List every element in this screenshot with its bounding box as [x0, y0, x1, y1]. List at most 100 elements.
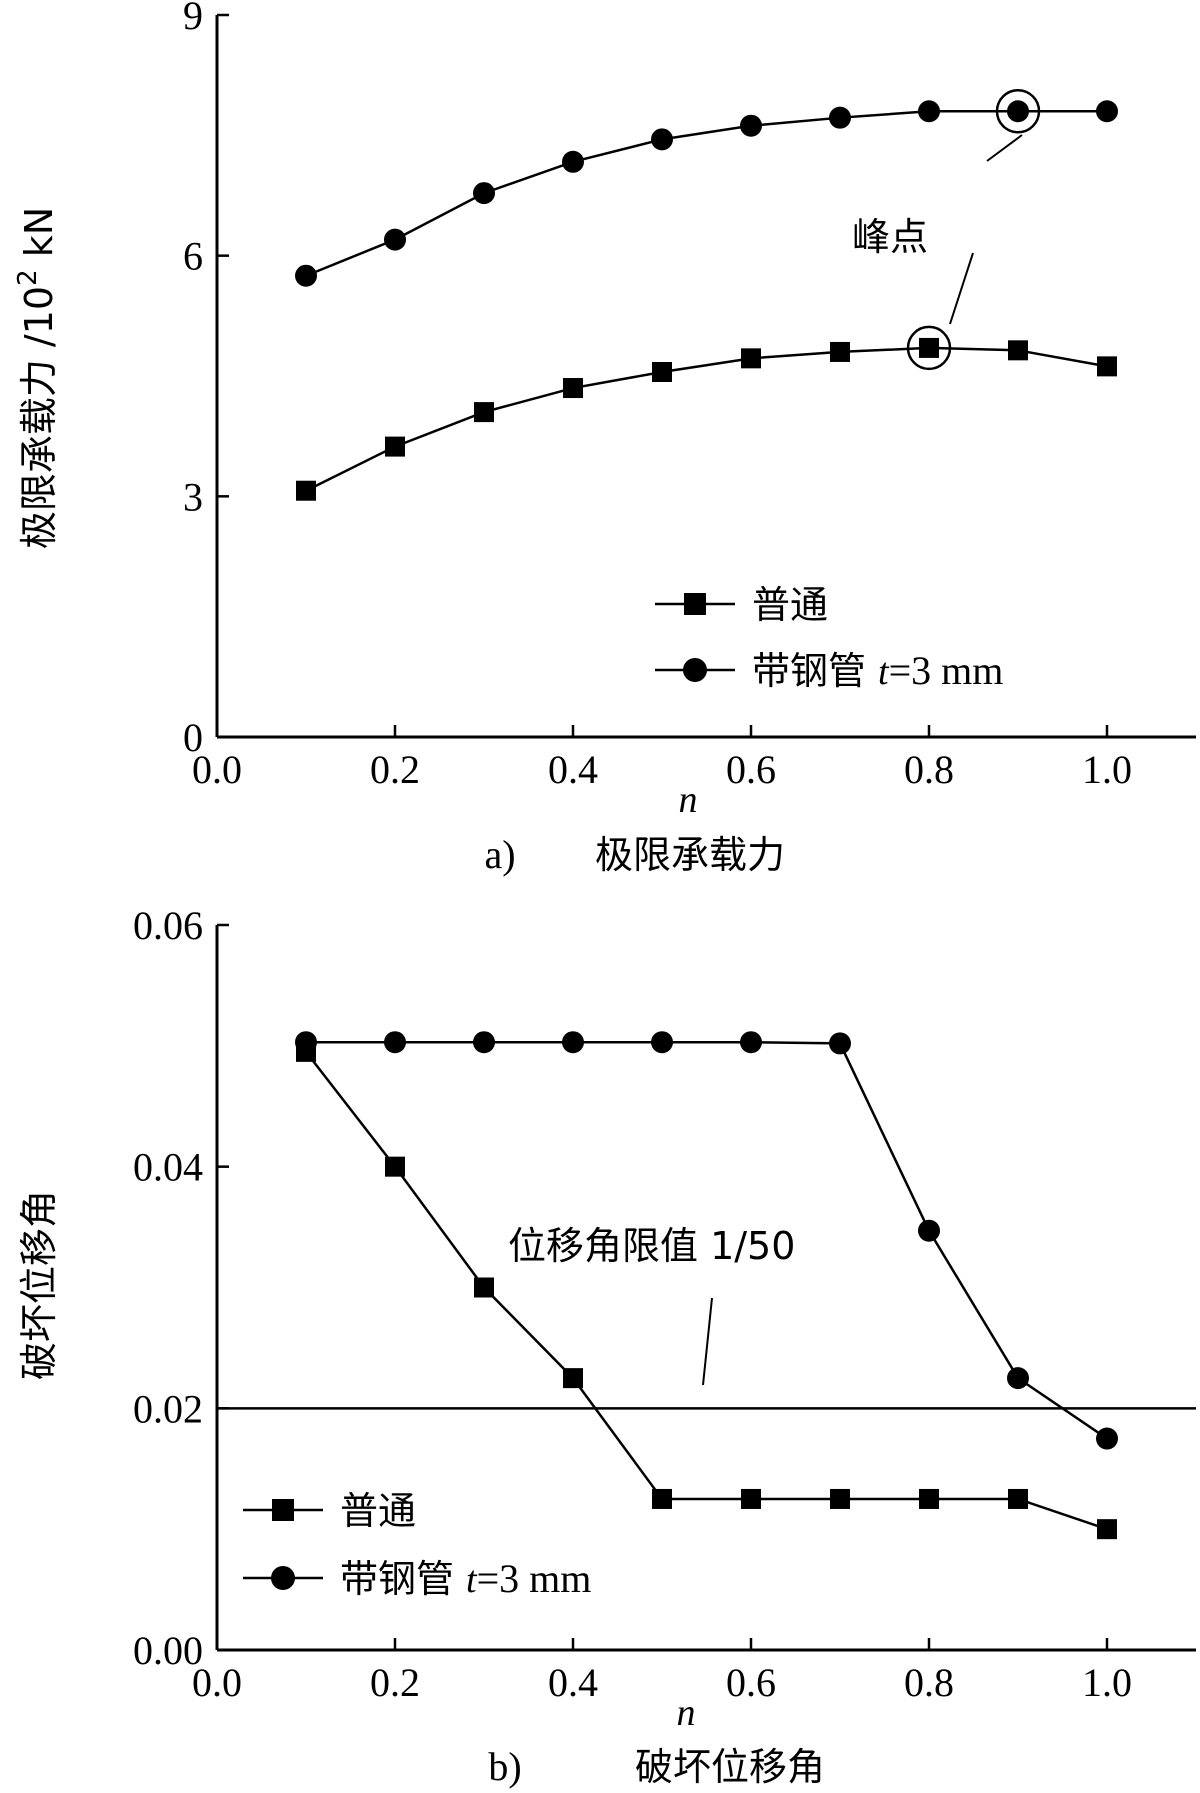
- point-square-a: [474, 402, 494, 423]
- point-square-b: [1008, 1488, 1028, 1509]
- point-circle-b: [651, 1031, 673, 1054]
- axes-b: [215, 925, 1196, 1652]
- point-circle-b: [740, 1031, 762, 1054]
- point-square-a: [830, 341, 850, 362]
- x-tick-label-a: 0.8: [904, 747, 954, 792]
- ticks-b: 0.0 0.2 0.4 0.6 0.8 1.0 0.00 0.02 0.04 0.06: [133, 903, 1132, 1705]
- point-circle-b: [918, 1219, 940, 1242]
- x-tick-label-b: 0.4: [548, 1660, 598, 1705]
- legend-b-label-2-var: t: [466, 1559, 478, 1601]
- legend-b: 普通 带钢管 t=3 mm: [243, 1489, 591, 1601]
- caption-b: 破坏位移角: [635, 1745, 825, 1789]
- x-axis-label-b: n: [677, 1692, 696, 1734]
- y-axis-label-b: 破坏位移角: [17, 1190, 61, 1380]
- x-tick-label-a: 0.6: [726, 747, 776, 792]
- point-square-a: [652, 361, 672, 382]
- point-circle-a: [1007, 100, 1029, 123]
- point-circle-a: [384, 228, 406, 251]
- y-axis-label-a-unit: kN: [17, 207, 61, 270]
- x-tick-label-b: 1.0: [1082, 1660, 1132, 1705]
- peak-ring-2: [906, 325, 952, 371]
- y-tick-label-b: 0.00: [133, 1628, 203, 1673]
- point-circle-a: [1096, 100, 1118, 123]
- legend-a: 普通 带钢管 t=3 mm: [655, 583, 1003, 693]
- legend-b-label-2: 带钢管 t=3 mm: [340, 1556, 591, 1601]
- peak-annotation: 峰点: [852, 89, 1041, 371]
- y-tick-label-a: 3: [183, 474, 203, 519]
- legend-a-label-2-main: 带钢管: [752, 649, 866, 693]
- x-tick-label-a: 0.0: [192, 747, 242, 792]
- axes-a: [215, 15, 1196, 739]
- point-square-a: [1097, 356, 1117, 377]
- point-circle-b: [384, 1031, 406, 1054]
- x-tick-label-b: 0.2: [370, 1660, 420, 1705]
- point-square-a: [1008, 340, 1028, 361]
- point-square-a: [563, 378, 583, 399]
- series-line-a-1: [305, 110, 1107, 277]
- point-square-b: [741, 1488, 761, 1509]
- y-tick-label-a: 0: [183, 715, 203, 760]
- point-square-a: [741, 348, 761, 369]
- x-tick-label-a: 1.0: [1082, 747, 1132, 792]
- y-tick-label-b: 0.04: [133, 1145, 203, 1190]
- point-square-b: [474, 1277, 494, 1298]
- legend-b-label-2-suffix: =3 mm: [477, 1556, 592, 1601]
- point-square-b: [563, 1368, 583, 1389]
- reference-label-text: 位移角限值 1/50: [508, 1224, 795, 1268]
- point-circle-a: [829, 106, 851, 129]
- x-tick-label-a: 0.4: [548, 747, 598, 792]
- series-line-b-1: [306, 1040, 1108, 1440]
- y-tick-label-a: 6: [183, 234, 203, 279]
- legend-a-label-1: 普通: [752, 583, 828, 627]
- point-circle-b: [562, 1031, 584, 1054]
- point-circle-a: [295, 264, 317, 287]
- series-line-a-0: [305, 346, 1108, 492]
- point-square-b: [652, 1488, 672, 1509]
- point-circle-a: [562, 150, 584, 173]
- legend-b-marker-circle: [271, 1566, 295, 1590]
- peak-leader-1: [986, 134, 1023, 162]
- point-circle-b: [1096, 1427, 1118, 1450]
- reference-leader: [702, 1297, 713, 1386]
- peak-leader-2: [949, 252, 974, 325]
- ticks-a: 0.0 0.2 0.4 0.6 0.8 1.0 0 3 6 9: [183, 0, 1132, 792]
- peak-label: 峰点: [852, 215, 928, 259]
- y-axis-label-a-main: 极限承载力 /10: [17, 286, 61, 549]
- reference-label: 位移角限值 1/50: [508, 1224, 795, 1268]
- x-tick-label-b: 0.8: [904, 1660, 954, 1705]
- y-tick-label-b: 0.06: [133, 903, 203, 948]
- point-square-b: [385, 1156, 405, 1177]
- x-tick-label-a: 0.2: [370, 747, 420, 792]
- legend-a-label-2-suffix: =3 mm: [889, 648, 1004, 693]
- y-axis-label-a: 极限承载力 /102 kN: [13, 207, 61, 549]
- point-square-b: [830, 1488, 850, 1509]
- legend-b-marker-square: [272, 1499, 294, 1521]
- series-b: [295, 1031, 1118, 1540]
- y-axis-label-a-sup: 2: [13, 269, 43, 286]
- legend-a-label-2: 带钢管 t=3 mm: [752, 648, 1003, 693]
- series-line-b-0: [305, 1051, 1108, 1531]
- caption-a-prefix: a): [484, 832, 515, 877]
- peak-ring-1: [995, 89, 1041, 134]
- point-circle-b: [295, 1031, 317, 1054]
- point-circle-a: [473, 182, 495, 205]
- point-square-b: [919, 1488, 939, 1509]
- legend-a-marker-circle: [683, 658, 707, 682]
- y-tick-label-a: 9: [183, 0, 203, 38]
- legend-a-label-2-var: t: [878, 651, 890, 693]
- x-tick-label-b: 0.0: [192, 1660, 242, 1705]
- point-circle-a: [651, 128, 673, 151]
- point-square-a: [296, 480, 316, 501]
- caption-b-prefix: b): [488, 1744, 521, 1789]
- point-circle-a: [740, 114, 762, 137]
- series-a: [295, 100, 1118, 501]
- caption-a: 极限承载力: [595, 833, 785, 877]
- x-tick-label-b: 0.6: [726, 1660, 776, 1705]
- x-axis-label-a: n: [679, 779, 698, 821]
- point-square-a: [919, 337, 939, 358]
- chart-ultimate-capacity: 0.0 0.2 0.4 0.6 0.8 1.0 0 3 6 9 极限承载力 /102 kN n a…: [13, 0, 1196, 877]
- y-tick-label-b: 0.02: [133, 1386, 203, 1431]
- point-circle-b: [829, 1032, 851, 1055]
- legend-a-marker-square: [684, 593, 706, 615]
